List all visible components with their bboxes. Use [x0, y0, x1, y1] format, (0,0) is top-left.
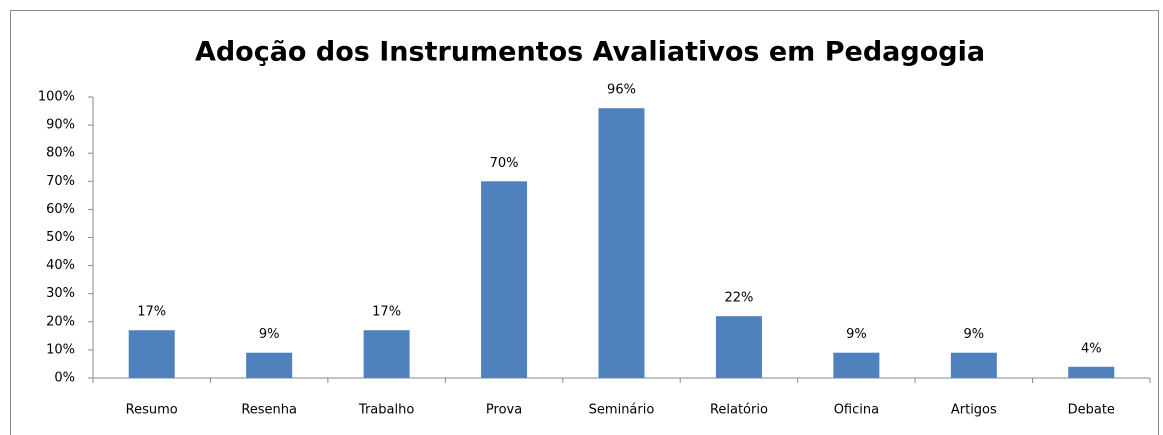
bar: [950, 352, 997, 378]
y-tick-label: 100%: [38, 90, 75, 105]
data-label: 4%: [1081, 341, 1102, 356]
chart-title: Adoção dos Instrumentos Avaliativos em P…: [195, 37, 985, 68]
y-tick-label: 90%: [46, 118, 75, 133]
y-tick-label: 40%: [46, 258, 75, 273]
y-tick-label: 50%: [46, 230, 75, 245]
y-tick-label: 70%: [46, 174, 75, 189]
x-tick-label: Trabalho: [358, 403, 414, 418]
y-tick-label: 30%: [46, 286, 75, 301]
data-label: 22%: [724, 291, 753, 306]
data-label: 17%: [137, 305, 166, 320]
x-tick-label: Seminário: [589, 403, 655, 418]
data-label: 9%: [964, 327, 985, 342]
x-tick-label: Resenha: [241, 403, 297, 418]
x-tick-label: Prova: [486, 403, 522, 418]
x-tick-label: Relatório: [710, 403, 768, 418]
data-label: 17%: [372, 305, 401, 320]
y-tick-label: 80%: [46, 146, 75, 161]
x-tick-label: Oficina: [834, 403, 879, 418]
bar: [246, 352, 293, 378]
bar: [1068, 366, 1115, 378]
bar: [715, 316, 762, 378]
bar: [481, 181, 528, 378]
data-label: 9%: [846, 327, 867, 342]
y-tick-label: 60%: [46, 202, 75, 217]
x-tick-label: Resumo: [126, 403, 178, 418]
bar: [128, 330, 175, 378]
bar: [598, 108, 645, 379]
y-tick-label: 0%: [54, 371, 75, 386]
bar: [833, 352, 880, 378]
x-tick-label: Debate: [1068, 403, 1115, 418]
bar: [363, 330, 410, 378]
data-label: 9%: [259, 327, 280, 342]
y-tick-label: 10%: [46, 342, 75, 357]
data-label: 70%: [490, 156, 519, 171]
x-tick-label: Artigos: [951, 403, 997, 418]
y-tick-label: 20%: [46, 314, 75, 329]
data-label: 96%: [607, 83, 636, 98]
